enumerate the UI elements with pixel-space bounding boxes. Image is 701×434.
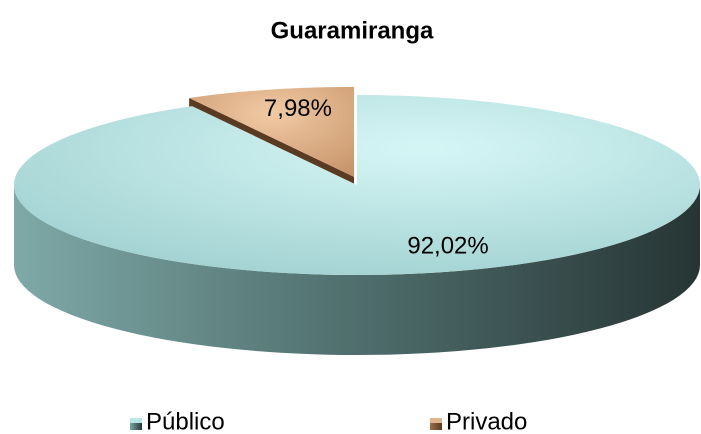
legend-swatch-top [130,418,142,423]
data-label: 7,98% [264,95,332,122]
legend-label: Público [146,408,225,434]
slice-side [14,185,700,355]
slice [189,86,355,177]
chart-title: Guaramiranga [271,17,434,44]
legend-label: Privado [446,408,527,434]
slice [14,95,700,276]
data-label: 92,02% [407,233,488,260]
legend-swatch-top [430,418,442,423]
